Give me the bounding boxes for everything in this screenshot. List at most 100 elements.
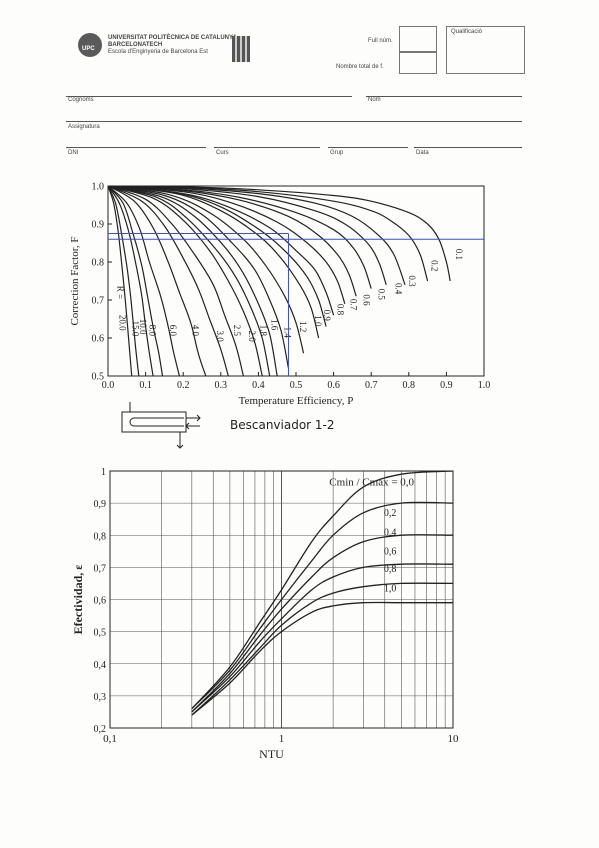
curve-label: 0.1 [454, 249, 464, 260]
y-tick-label: 1 [101, 467, 106, 478]
grade-box[interactable]: Qualificació [446, 26, 525, 74]
curve-r-2-0 [108, 186, 263, 376]
curve-label: 4.0 [191, 325, 201, 337]
y-tick-label: 0,8 [94, 531, 107, 542]
curve-label: 0.9 [322, 310, 332, 322]
subject-label: Assignatura [68, 124, 100, 130]
course-line[interactable] [214, 147, 320, 148]
curve-ratio-0-6 [191, 563, 453, 713]
curve-r-0-4 [108, 186, 387, 285]
curve-label: 2.0 [247, 330, 257, 342]
x-tick-label: 0,1 [103, 733, 117, 745]
r-symbol-label: R = [115, 286, 125, 299]
dni-line[interactable] [66, 147, 206, 148]
x-axis-label: Temperature Efficiency, P [239, 395, 354, 407]
logo-graphic [232, 36, 250, 62]
series-label: 0,8 [384, 564, 397, 575]
school-name: Escola d'Enginyeria de Barcelona Est [108, 49, 208, 55]
series-label: 0,6 [384, 547, 397, 558]
arrow-in [185, 422, 200, 430]
exchanger-1-2-schematic [121, 402, 201, 449]
y-tick-label: 1.0 [92, 182, 105, 193]
curve-r-6-0 [108, 186, 180, 376]
curve-label: 0.6 [362, 294, 372, 306]
exchanger-caption: Bescanviador 1-2 [230, 418, 335, 432]
surname-line[interactable] [66, 96, 352, 97]
y-axis-label: Efectividad, ε [71, 565, 85, 635]
date-line[interactable] [414, 147, 522, 148]
shell [121, 411, 187, 433]
curve-r-10-0 [108, 186, 154, 376]
curve-r-0-9 [108, 186, 327, 327]
y-tick-label: 0,3 [94, 692, 107, 703]
x-tick-label: 0.8 [403, 380, 416, 391]
curve-r-1-2 [108, 186, 305, 354]
curve-r-8-0 [108, 186, 164, 376]
upc-logo-text: UPC [82, 46, 95, 52]
curve-label: 0.4 [394, 283, 404, 295]
x-tick-label: 0.2 [177, 380, 190, 391]
curve-r-0-1 [108, 186, 451, 282]
y-tick-label: 0,9 [94, 499, 107, 510]
correction-factor-chart: 0.0 0.1 0.2 0.3 0.4 0.5 0.6 0.7 0.8 0.9 1.00.50.60… [69, 182, 491, 408]
series-label: 0,4 [384, 527, 397, 538]
x-tick-label: 1.0 [478, 380, 491, 391]
university-line2: BARCELONATECH [108, 42, 163, 48]
effectiveness-ntu-chart: 0,2 0,3 0,4 0,5 0,6 0,7 0,8 0,9 1 0,1 1 10 NTU Efecti… [71, 467, 460, 761]
curve-label: 10.0 [138, 319, 148, 335]
curve-ratio-0-4 [191, 534, 453, 713]
tube-pass [129, 417, 184, 427]
curve-label: 6.0 [168, 325, 178, 337]
series-label: 1,0 [384, 583, 397, 594]
curve-r-0-3 [108, 186, 406, 285]
y-tick-label: 0,5 [94, 628, 107, 639]
curve-label: 2.5 [232, 325, 242, 337]
group-line[interactable] [328, 147, 408, 148]
name-line[interactable] [366, 96, 522, 97]
curve-label: 8.0 [147, 325, 157, 337]
y-tick-label: 0,7 [94, 563, 107, 574]
curve-r-4-0 [108, 186, 207, 376]
curve-r-1-6 [108, 186, 278, 376]
curve-ratio-0-8 [191, 582, 453, 716]
full-num-label: Full núm. [368, 38, 393, 44]
subject-line[interactable] [66, 121, 522, 122]
curve-ratio-1-0 [191, 601, 453, 716]
arrow-out [186, 414, 201, 422]
y-tick-label: 0.9 [92, 220, 105, 231]
y-tick-label: 0.8 [92, 258, 105, 269]
curve-label: 15.0 [130, 321, 140, 337]
x-tick-label: 0.5 [290, 380, 303, 391]
curve-label: 1.0 [313, 315, 323, 327]
curve-label: 1.6 [270, 319, 280, 331]
x-tick-label: 0.3 [215, 380, 228, 391]
x-tick-label: 1 [279, 733, 285, 745]
course-label: Curs [216, 150, 229, 156]
legend-title: Cmin / Cmax = 0,0 [329, 476, 414, 488]
full-num-box[interactable] [399, 26, 437, 52]
curve-label: 1.2 [298, 321, 308, 332]
curve-label: 1.4 [283, 327, 293, 339]
total-label: Nombre total de f. [336, 64, 384, 70]
curve-r-3-0 [108, 186, 229, 376]
curve-r-15-0 [108, 186, 140, 376]
university-line1: UNIVERSITAT POLITÈCNICA DE CATALUNYA [108, 35, 237, 41]
curve-r-2-5 [108, 186, 244, 376]
y-tick-label: 0,4 [94, 660, 107, 671]
curve-r-1-0 [108, 186, 320, 339]
group-label: Grup [330, 150, 344, 156]
x-tick-label: 0.7 [365, 380, 378, 391]
curve-label: 1.8 [258, 325, 268, 337]
y-axis-label: Correction Factor, F [69, 236, 81, 325]
curve-r-1-8 [108, 186, 271, 376]
curve-r-0-6 [108, 186, 357, 297]
x-tick-label: 0.1 [139, 380, 152, 391]
x-tick-label: 10 [448, 733, 460, 745]
total-box[interactable] [399, 52, 437, 74]
y-tick-label: 0.5 [92, 372, 105, 383]
curve-r-0-2 [108, 186, 429, 282]
surname-label: Cognoms [68, 97, 94, 103]
curve-ratio-0-2 [191, 501, 453, 710]
curve-label: 0.7 [349, 299, 359, 311]
curve-label: 0.5 [377, 289, 387, 301]
